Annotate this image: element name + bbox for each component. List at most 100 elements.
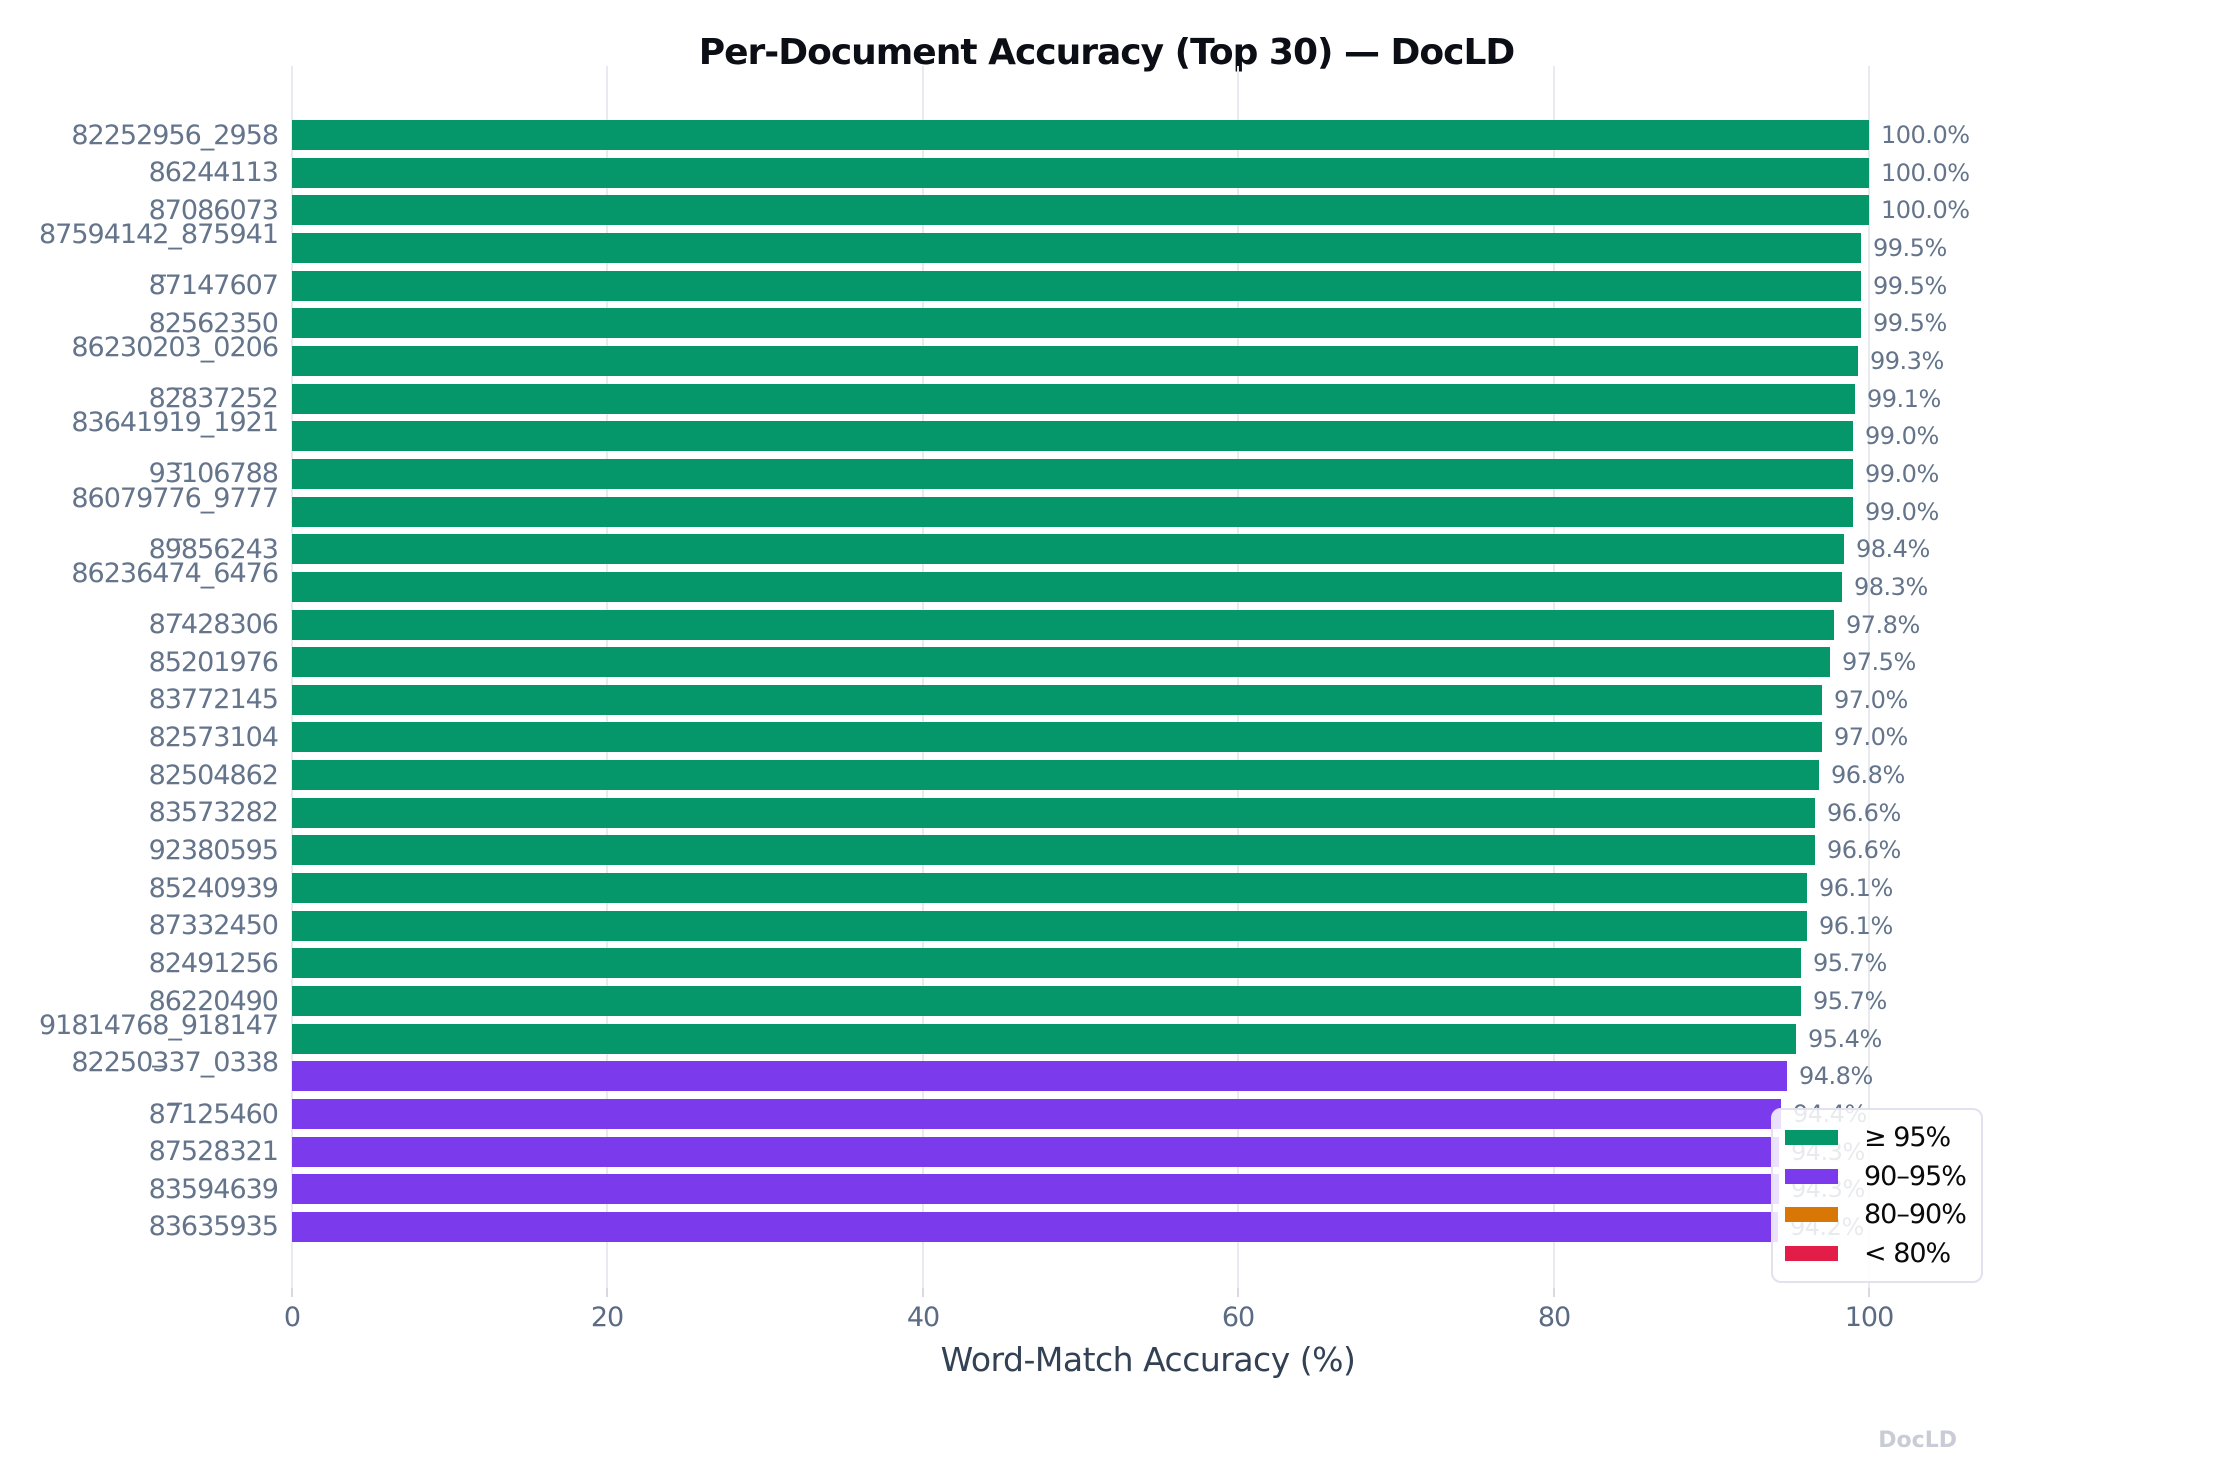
x-tick-mark [606, 1288, 608, 1297]
y-tick-label: 87428306 [148, 609, 279, 640]
bar-value-label: 99.5% [1873, 309, 1947, 337]
bar [292, 1061, 1787, 1091]
bar-value-label: 96.8% [1831, 761, 1905, 789]
legend-label: 80–90% [1864, 1199, 1967, 1231]
y-tick-label: 93106788 [148, 458, 279, 489]
bar [292, 271, 1861, 301]
bar-value-label: 95.7% [1813, 949, 1887, 977]
y-tick-label: 82504862 [148, 760, 279, 791]
bar [292, 346, 1858, 376]
gridline [606, 66, 608, 1288]
gridline [1868, 66, 1870, 1288]
x-axis-label: Word-Match Accuracy (%) [940, 1340, 1356, 1379]
bar-value-label: 97.0% [1834, 686, 1908, 714]
y-tick-label: 87332450 [148, 910, 279, 941]
x-tick-label: 60 [1221, 1302, 1255, 1333]
x-tick-mark [1868, 1288, 1870, 1297]
bar [292, 534, 1844, 564]
bar [292, 911, 1807, 941]
legend-entry: 80–90% [1785, 1199, 1981, 1230]
y-tick-label: 83635935 [148, 1211, 279, 1242]
x-tick-label: 40 [906, 1302, 940, 1333]
bar [292, 873, 1807, 903]
y-tick-label: 83594639 [148, 1174, 279, 1205]
bar-value-label: 99.5% [1873, 234, 1947, 262]
bar [292, 835, 1815, 865]
gridline [1237, 66, 1239, 1288]
bar-value-label: 96.6% [1827, 799, 1901, 827]
bar [292, 1174, 1779, 1204]
y-tick-label: 82837252 [148, 383, 279, 414]
bar [292, 158, 1869, 188]
bar [292, 233, 1861, 263]
bar-value-label: 97.8% [1846, 611, 1920, 639]
bar-value-label: 99.0% [1865, 498, 1939, 526]
bar-value-label: 95.4% [1808, 1025, 1882, 1053]
y-tick-label: 83641919_1921 _ [71, 407, 279, 465]
x-tick-label: 20 [590, 1302, 624, 1333]
bar-value-label: 94.8% [1799, 1062, 1873, 1090]
gridline [922, 66, 924, 1288]
bar-value-label: 96.6% [1827, 836, 1901, 864]
legend-entry: 90–95% [1785, 1161, 1981, 1192]
x-tick-mark [291, 1288, 293, 1297]
y-tick-label: 82573104 [148, 722, 279, 753]
x-tick-label: 0 [283, 1302, 301, 1333]
y-tick-label: 87147607 [148, 270, 279, 301]
legend-entry: ≥ 95% [1785, 1122, 1981, 1153]
y-tick-label: 87125460 [148, 1099, 279, 1130]
bar [292, 1212, 1778, 1242]
bar [292, 1099, 1781, 1129]
y-tick-label: 82562350 [148, 308, 279, 339]
y-tick-label: 83573282 [148, 797, 279, 828]
bar [292, 1024, 1796, 1054]
bar-value-label: 99.5% [1873, 272, 1947, 300]
gridline [291, 66, 293, 1288]
bar [292, 685, 1822, 715]
legend-entry: < 80% [1785, 1238, 1981, 1269]
bar-value-label: 99.3% [1870, 347, 1944, 375]
legend-swatch [1785, 1207, 1838, 1223]
legend-swatch [1785, 1129, 1838, 1145]
y-tick-label: 82250337_0338 _ [71, 1047, 279, 1105]
legend: ≥ 95% 90–95% 80–90% < 80% [1771, 1108, 1983, 1283]
bar [292, 722, 1822, 752]
bar-value-label: 100.0% [1881, 159, 1970, 187]
bar [292, 308, 1861, 338]
bar-value-label: 99.0% [1865, 422, 1939, 450]
x-tick-mark [1553, 1288, 1555, 1297]
bar [292, 610, 1834, 640]
bar [292, 760, 1819, 790]
bar [292, 948, 1801, 978]
legend-label: ≥ 95% [1864, 1121, 1951, 1153]
y-tick-label: 86079776_9777 _ [71, 483, 279, 541]
bar [292, 120, 1869, 150]
y-tick-label: 82252956_2958 [71, 120, 279, 151]
y-tick-label: 86244113 [148, 157, 279, 188]
bar-value-label: 98.3% [1854, 573, 1928, 601]
y-tick-label: 85201976 [148, 647, 279, 678]
y-tick-label: 87528321 [148, 1136, 279, 1167]
bar [292, 195, 1869, 225]
y-tick-label: 86230203_0206 _ [71, 332, 279, 390]
bar [292, 798, 1815, 828]
bar [292, 497, 1853, 527]
y-tick-label: 92380595 [148, 835, 279, 866]
y-tick-label: 87086073 [148, 195, 279, 226]
bar-value-label: 95.7% [1813, 987, 1887, 1015]
bar [292, 1137, 1779, 1167]
gridline [1553, 66, 1555, 1288]
x-tick-label: 100 [1844, 1302, 1895, 1333]
chart-title: Per-Document Accuracy (Top 30) — DocLD [698, 32, 1516, 74]
y-tick-label: 89856243 [148, 534, 279, 565]
legend-label: 90–95% [1864, 1160, 1967, 1192]
y-tick-label: 82491256 [148, 948, 279, 979]
bar-value-label: 100.0% [1881, 121, 1970, 149]
bar [292, 647, 1830, 677]
bar [292, 421, 1853, 451]
legend-label: < 80% [1864, 1238, 1951, 1270]
x-tick-mark [922, 1288, 924, 1297]
legend-swatch [1785, 1246, 1838, 1262]
bar-value-label: 97.5% [1842, 648, 1916, 676]
